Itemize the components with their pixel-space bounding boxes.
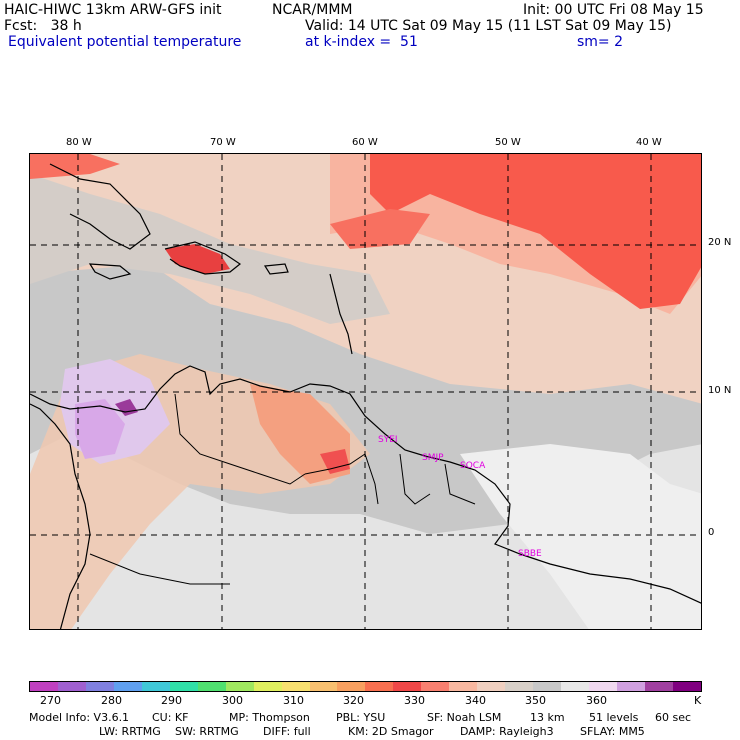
field-red-nw xyxy=(30,154,120,179)
stations: SYEI SMJP SOCA SBBE xyxy=(378,435,542,559)
colorbar-swatch xyxy=(449,682,478,691)
colorbar xyxy=(29,681,702,692)
lon-label-40w: 40 W xyxy=(636,137,662,148)
colorbar-swatch xyxy=(644,682,673,691)
border-venezuela-brazil xyxy=(304,453,379,505)
init-time: Init: 00 UTC Fri 08 May 15 xyxy=(523,2,704,18)
colorbar-swatch xyxy=(617,682,645,691)
colorbar-label: K xyxy=(694,694,702,707)
lat-label-0: 0 xyxy=(708,527,715,538)
field-dark-purple-panama xyxy=(115,399,138,416)
coastlines xyxy=(30,163,701,629)
lon-label-50w: 50 W xyxy=(495,137,521,148)
lat-label-20n: 20 N xyxy=(708,237,732,248)
colorbar-label: 360 xyxy=(586,694,607,707)
country-borders xyxy=(89,393,476,585)
model-info-cu: CU: KF xyxy=(152,711,189,724)
colorbar-swatch xyxy=(672,682,701,691)
colorbar-swatch xyxy=(197,682,226,691)
lon-label-60w: 60 W xyxy=(352,137,378,148)
station-sbbe: SBBE xyxy=(518,549,542,559)
colorbar-swatch xyxy=(141,682,170,691)
coast-south-america-north xyxy=(30,365,701,604)
level-index: at k-index = 51 xyxy=(305,34,418,50)
colorbar-swatch xyxy=(225,682,254,691)
lat-label-10n: 10 N xyxy=(708,385,732,396)
model-info-sf: SF: Noah LSM xyxy=(427,711,502,724)
model-info-version: Model Info: V3.6.1 xyxy=(29,711,130,724)
border-suriname-guiana xyxy=(444,463,476,505)
colorbar-swatch xyxy=(309,682,338,691)
colorbar-swatch xyxy=(505,682,534,691)
colorbar-swatch xyxy=(533,682,562,691)
colorbar-swatch xyxy=(365,682,394,691)
colorbar-swatch xyxy=(393,682,422,691)
station-soca: SOCA xyxy=(460,461,486,471)
field-red-ne-west xyxy=(330,209,430,249)
colorbar-label: 300 xyxy=(222,694,243,707)
colorbar-swatch xyxy=(281,682,310,691)
colorbar-label: 310 xyxy=(283,694,304,707)
colorbar-label: 350 xyxy=(525,694,546,707)
colorbar-label: 340 xyxy=(465,694,486,707)
border-colombia-peru xyxy=(89,553,230,585)
colorbar-label: 270 xyxy=(40,694,61,707)
model-info-sw: SW: RRTMG xyxy=(175,725,239,738)
colorbar-label: 330 xyxy=(404,694,425,707)
colorbar-swatch xyxy=(169,682,198,691)
colorbar-swatch xyxy=(113,682,142,691)
field-grey-north xyxy=(30,174,390,324)
colorbar-label: 290 xyxy=(161,694,182,707)
colorbar-swatch xyxy=(30,682,58,691)
colorbar-swatch xyxy=(589,682,618,691)
colorbar-swatch xyxy=(253,682,282,691)
forecast-hour: Fcst: 38 h xyxy=(4,18,82,34)
colorbar-label: 280 xyxy=(101,694,122,707)
source-label: NCAR/MMM xyxy=(272,2,353,18)
smoothing: sm= 2 xyxy=(577,34,624,50)
coast-pacific xyxy=(30,403,91,629)
coast-hispaniola xyxy=(164,241,242,275)
model-info-mp: MP: Thompson xyxy=(229,711,310,724)
station-syei: SYEI xyxy=(378,435,398,445)
coast-cuba xyxy=(49,163,151,250)
field-red-ne xyxy=(370,154,701,309)
lon-label-80w: 80 W xyxy=(66,137,92,148)
station-smjp: SMJP xyxy=(422,453,444,463)
valid-time: Valid: 14 UTC Sat 09 May 15 (11 LST Sat … xyxy=(305,18,672,34)
colorbar-swatch xyxy=(57,682,86,691)
field-white-se xyxy=(460,444,701,629)
border-guyana-suriname xyxy=(399,453,431,505)
model-info-damp: DAMP: Rayleigh3 xyxy=(460,725,554,738)
coast-jamaica xyxy=(88,263,132,280)
colorbar-swatch xyxy=(421,682,450,691)
theta-e-map: SYEI SMJP SOCA SBBE xyxy=(29,153,702,630)
colorbar-label: 320 xyxy=(343,694,364,707)
map-canvas: SYEI SMJP SOCA SBBE xyxy=(30,154,701,629)
coast-lesser-antilles xyxy=(329,273,353,355)
border-colombia-venezuela xyxy=(174,393,306,485)
field-red-venezuela xyxy=(320,449,350,474)
lon-label-70w: 70 W xyxy=(210,137,236,148)
field-purple-colombia xyxy=(75,399,125,459)
colorbar-swatch xyxy=(477,682,506,691)
coast-puerto-rico xyxy=(263,263,289,275)
field-name: Equivalent potential temperature xyxy=(8,34,242,50)
colorbar-swatch xyxy=(337,682,366,691)
model-info-km: KM: 2D Smagor xyxy=(348,725,434,738)
model-info-diff: DIFF: full xyxy=(263,725,311,738)
graticule xyxy=(30,154,701,629)
model-info-levels: 51 levels xyxy=(589,711,639,724)
field-red-hispaniola xyxy=(165,244,230,274)
model-info-pbl: PBL: YSU xyxy=(336,711,386,724)
model-info-timestep: 60 sec xyxy=(655,711,692,724)
colorbar-swatch xyxy=(85,682,114,691)
model-info-resolution: 13 km xyxy=(530,711,565,724)
colorbar-swatch xyxy=(561,682,590,691)
model-info-lw: LW: RRTMG xyxy=(99,725,161,738)
model-info-sflay: SFLAY: MM5 xyxy=(580,725,645,738)
model-title: HAIC-HIWC 13km ARW-GFS init xyxy=(4,2,222,18)
